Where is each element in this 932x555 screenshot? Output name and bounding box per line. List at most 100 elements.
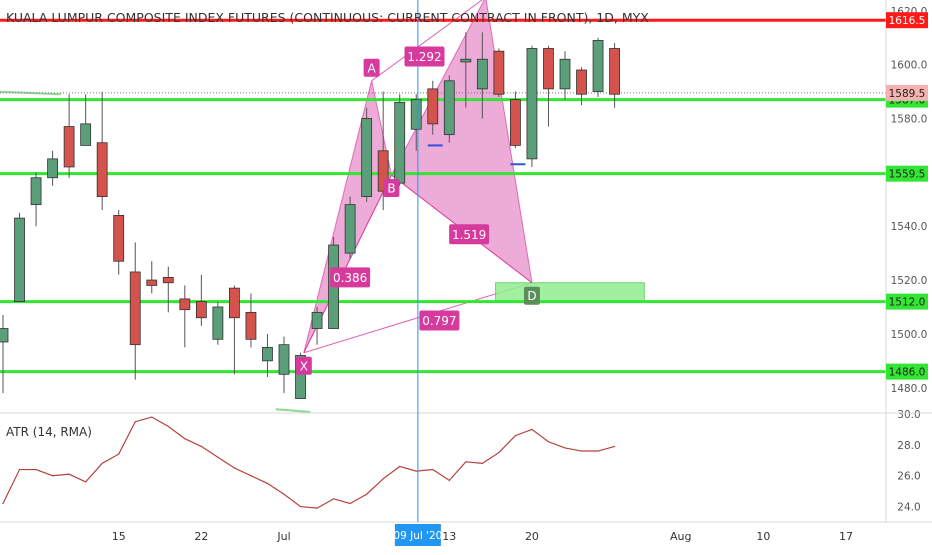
target-zone[interactable] bbox=[495, 282, 645, 303]
harmonic-ratio[interactable]: 0.386 bbox=[330, 267, 371, 288]
candle[interactable] bbox=[262, 333, 273, 377]
candle[interactable] bbox=[543, 45, 554, 127]
candle-body bbox=[179, 298, 191, 311]
candle-body bbox=[113, 215, 125, 262]
last-price-tag: 1589.5 bbox=[886, 84, 928, 101]
harmonic-point-d[interactable]: D bbox=[523, 286, 540, 305]
candle[interactable] bbox=[113, 210, 125, 275]
atr-point bbox=[498, 451, 500, 454]
price-tick-label: 1480.0 bbox=[891, 383, 928, 395]
level-price-tag: 1616.5 bbox=[886, 12, 928, 29]
candle[interactable] bbox=[162, 266, 174, 313]
atr-point bbox=[613, 445, 616, 447]
candle[interactable] bbox=[559, 51, 571, 100]
last-price-tag-bg bbox=[886, 84, 928, 101]
harmonic-ratio[interactable]: 1.292 bbox=[404, 46, 445, 67]
atr-point bbox=[465, 461, 467, 463]
candle[interactable] bbox=[410, 94, 422, 151]
candle-body bbox=[559, 58, 571, 90]
time-tick-label: 15 bbox=[112, 530, 126, 543]
candle[interactable] bbox=[344, 196, 356, 259]
atr-point bbox=[68, 473, 70, 475]
candle[interactable] bbox=[476, 32, 488, 119]
candle-body bbox=[47, 158, 58, 179]
candle[interactable] bbox=[63, 94, 75, 178]
ratio-badge bbox=[330, 267, 371, 288]
last-price-tag-label: 1589.5 bbox=[889, 88, 926, 100]
atr-point bbox=[266, 482, 269, 485]
candle[interactable] bbox=[592, 37, 604, 97]
candle[interactable] bbox=[278, 336, 290, 394]
atr-point bbox=[481, 462, 483, 464]
candle[interactable] bbox=[493, 48, 505, 97]
candle-body bbox=[394, 101, 406, 184]
atr-tick-label: 30.0 bbox=[897, 409, 920, 421]
atr-point bbox=[118, 453, 120, 455]
candle[interactable] bbox=[245, 293, 257, 348]
candle[interactable] bbox=[146, 261, 158, 294]
candle[interactable] bbox=[394, 94, 406, 186]
candle[interactable] bbox=[576, 67, 587, 106]
price-tick-label: 1500.0 bbox=[891, 329, 928, 341]
candle-body bbox=[576, 69, 587, 95]
candle[interactable] bbox=[212, 301, 224, 345]
harmonic-point-label: B bbox=[387, 182, 395, 196]
harmonic-ratio[interactable]: 0.797 bbox=[419, 310, 460, 331]
candle[interactable] bbox=[96, 91, 108, 211]
level-tag-label: 1616.5 bbox=[889, 15, 926, 27]
level-tag-bg bbox=[886, 12, 928, 29]
candle-body bbox=[129, 271, 141, 346]
atr-point bbox=[349, 502, 351, 505]
candle-body bbox=[245, 311, 257, 340]
harmonic-ratio[interactable]: 1.519 bbox=[449, 224, 490, 245]
candle[interactable] bbox=[80, 94, 92, 146]
candle[interactable] bbox=[510, 91, 521, 149]
candle[interactable] bbox=[443, 75, 455, 143]
atr-tick-label: 26.0 bbox=[897, 471, 920, 483]
ratio-badge bbox=[419, 310, 460, 331]
candle[interactable] bbox=[47, 150, 58, 186]
price-tick-label: 1540.0 bbox=[891, 221, 928, 233]
atr-point bbox=[547, 441, 550, 443]
candle[interactable] bbox=[229, 285, 240, 375]
candle[interactable] bbox=[311, 306, 323, 345]
candle-body bbox=[229, 287, 240, 319]
harmonic-point-b[interactable]: B bbox=[383, 179, 400, 198]
candle[interactable] bbox=[427, 80, 439, 135]
level-tag-bg bbox=[886, 165, 928, 182]
harmonic-point-a[interactable]: A bbox=[363, 58, 380, 77]
candle[interactable] bbox=[377, 91, 389, 211]
candle-body bbox=[543, 48, 554, 90]
atr-line[interactable] bbox=[2, 416, 615, 509]
harmonic-point-badge bbox=[295, 356, 312, 375]
harmonic-point-x[interactable]: X bbox=[295, 356, 312, 375]
candle[interactable] bbox=[361, 107, 373, 202]
atr-point bbox=[217, 456, 219, 458]
atr-point bbox=[382, 478, 384, 480]
level-tag-label: 1559.5 bbox=[889, 169, 926, 181]
candle[interactable] bbox=[0, 315, 9, 394]
ratio-label: 0.797 bbox=[422, 314, 456, 328]
harmonic-point-badge bbox=[523, 286, 540, 305]
trend-line[interactable] bbox=[275, 408, 311, 413]
candle[interactable] bbox=[14, 212, 25, 302]
candle-body bbox=[361, 118, 373, 197]
candle[interactable] bbox=[460, 32, 472, 108]
candle[interactable] bbox=[195, 274, 207, 326]
candle[interactable] bbox=[129, 242, 141, 380]
atr-point bbox=[399, 465, 401, 468]
candle[interactable] bbox=[526, 45, 538, 167]
candle[interactable] bbox=[609, 43, 620, 108]
atr-point bbox=[167, 425, 169, 427]
time-tick-label: 13 bbox=[442, 530, 456, 543]
candle[interactable] bbox=[179, 285, 191, 348]
atr-point bbox=[200, 445, 202, 447]
candle-body bbox=[493, 50, 505, 95]
candle-body bbox=[96, 142, 108, 197]
candle[interactable] bbox=[30, 172, 42, 227]
atr-point bbox=[299, 505, 302, 508]
time-tick-label: 20 bbox=[525, 530, 539, 543]
